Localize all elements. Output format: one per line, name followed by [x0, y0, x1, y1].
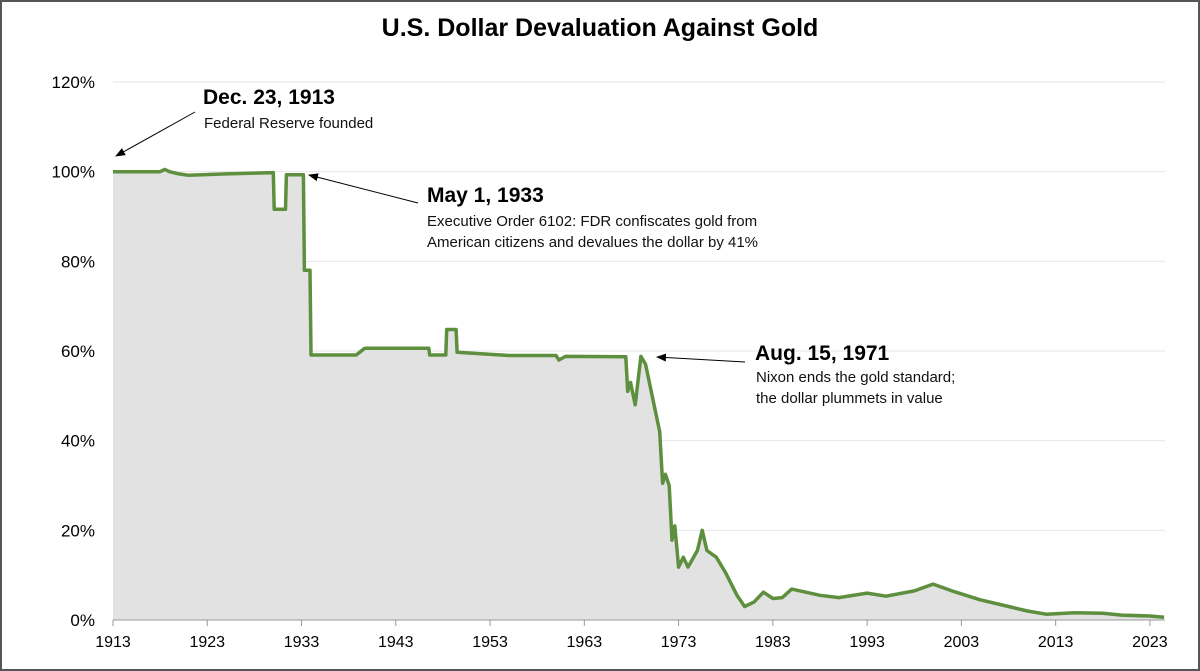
y-tick-label: 100%	[52, 163, 95, 182]
x-tick-label: 2013	[1038, 634, 1074, 651]
annotation-1971-text-2: the dollar plummets in value	[756, 390, 943, 407]
chart-title: U.S. Dollar Devaluation Against Gold	[381, 14, 819, 42]
annotation-1933-heading: May 1, 1933	[427, 184, 544, 207]
area-fill	[113, 169, 1165, 620]
annotation-1913-heading: Dec. 23, 1913	[203, 86, 335, 109]
x-tick-label: 1963	[567, 634, 603, 651]
x-tick-label: 1953	[472, 634, 508, 651]
x-tick-label: 1913	[95, 634, 131, 651]
y-tick-label: 80%	[61, 252, 95, 271]
annotation-1933-text-1: Executive Order 6102: FDR confiscates go…	[427, 213, 758, 230]
series-line	[113, 167, 1165, 620]
annotation-1933-text-2: American citizens and devalues the dolla…	[427, 234, 759, 251]
y-tick-label: 0%	[70, 611, 95, 630]
annotation-1913-text: Federal Reserve founded	[204, 115, 374, 132]
x-tick-label: 2023	[1132, 634, 1168, 651]
y-tick-label: 120%	[52, 73, 95, 92]
x-tick-label: 1933	[284, 634, 320, 651]
x-tick-label: 1943	[378, 634, 414, 651]
y-tick-label: 40%	[61, 432, 95, 451]
x-tick-label: 1993	[849, 634, 885, 651]
y-tick-label: 60%	[61, 342, 95, 361]
annotation-arrow	[115, 111, 196, 157]
x-tick-label: 1973	[661, 634, 697, 651]
annotation-arrow	[656, 353, 746, 363]
x-tick-label: 2003	[944, 634, 980, 651]
annotation-1971-heading: Aug. 15, 1971	[755, 342, 890, 365]
y-tick-label: 20%	[61, 521, 95, 540]
x-tick-label: 1983	[755, 634, 791, 651]
annotation-1971-text-1: Nixon ends the gold standard;	[756, 369, 956, 386]
annotation-arrow	[308, 173, 419, 204]
x-tick-label: 1923	[189, 634, 225, 651]
